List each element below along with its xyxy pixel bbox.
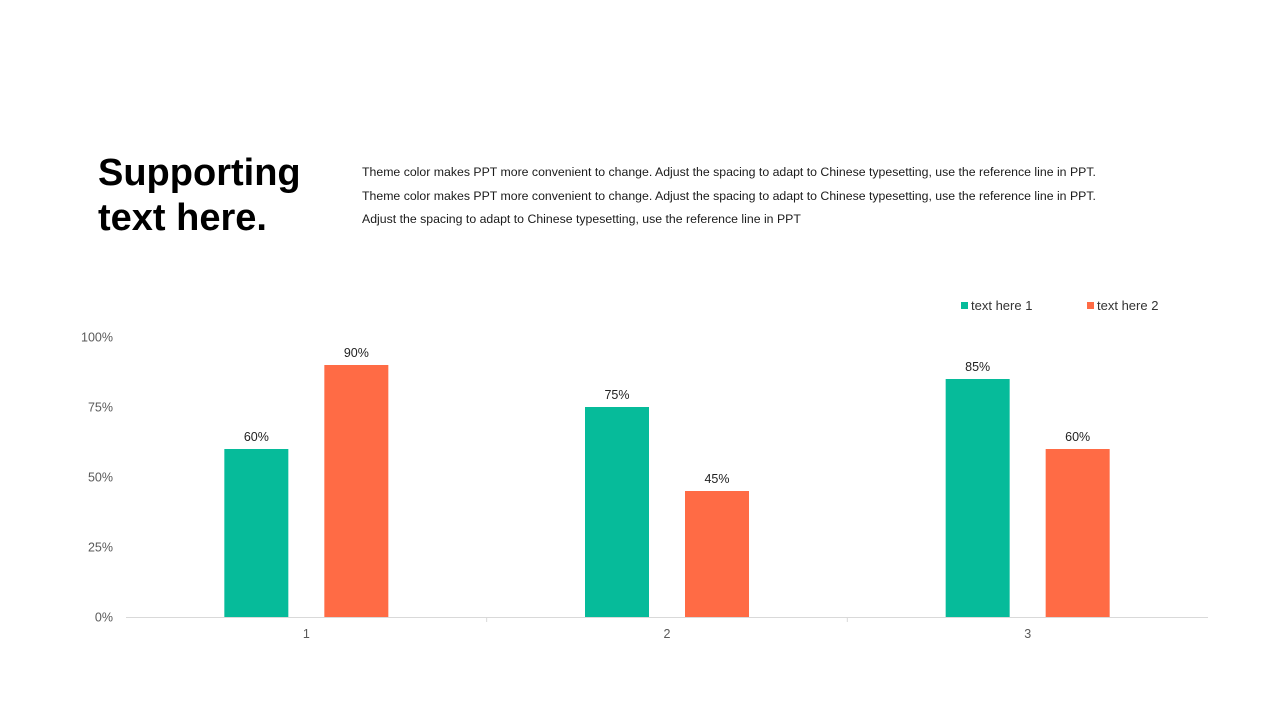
body-line-1: Theme color makes PPT more convenient to…: [362, 165, 1096, 179]
data-label: 85%: [965, 360, 990, 374]
slide-headline: Supporting text here.: [98, 151, 338, 241]
x-tick-label: 1: [303, 627, 310, 641]
bar-series-1-cat-2: [585, 407, 649, 617]
y-tick-label: 75%: [88, 401, 113, 415]
y-tick-label: 25%: [88, 541, 113, 555]
legend-label-series-1: text here 1: [971, 298, 1033, 313]
body-line-3: Adjust the spacing to adapt to Chinese t…: [362, 212, 801, 226]
legend-label-series-2: text here 2: [1097, 298, 1159, 313]
bar-series-2-cat-3: [1045, 449, 1110, 617]
legend-item-series-1: text here 1: [961, 298, 1032, 313]
bar-series-1-cat-1: [224, 449, 289, 617]
bar-series-1-cat-3: [945, 379, 1010, 617]
y-tick-label: 0%: [95, 611, 113, 625]
legend-swatch-series-1: [961, 302, 968, 309]
data-label: 60%: [1065, 430, 1090, 444]
headline-line-2: text here.: [98, 197, 267, 239]
x-tick-label: 2: [664, 627, 671, 641]
x-tick-label: 3: [1024, 627, 1031, 641]
bar-series-2-cat-2: [685, 491, 749, 617]
legend-item-series-2: text here 2: [1087, 298, 1158, 313]
data-label: 60%: [244, 430, 269, 444]
y-tick-label: 100%: [81, 331, 113, 345]
body-text: Theme color makes PPT more convenient to…: [362, 161, 1222, 232]
data-label: 75%: [604, 388, 629, 402]
headline-line-1: Supporting: [98, 152, 301, 194]
body-line-2: Theme color makes PPT more convenient to…: [362, 188, 1096, 203]
bar-series-2-cat-1: [324, 365, 389, 617]
data-label: 90%: [344, 346, 369, 360]
y-tick-label: 50%: [88, 471, 113, 485]
legend-swatch-series-2: [1087, 302, 1094, 309]
data-label: 45%: [704, 472, 729, 486]
